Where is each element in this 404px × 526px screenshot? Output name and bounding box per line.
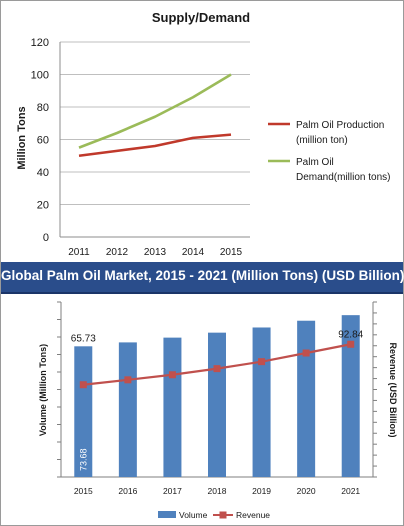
legend-label: Palm Oil Production (million ton) — [296, 120, 384, 146]
y-tick-label: 80 — [37, 102, 49, 114]
chart2-title: Global Palm Oil Market, 2015 - 2021 (Mil… — [1, 268, 404, 283]
y-tick-label: 40 — [37, 167, 49, 179]
legend-label-revenue: Revenue — [236, 510, 270, 520]
x-tick-label: 2021 — [341, 486, 360, 496]
revenue-marker — [213, 365, 221, 373]
y-tick-label: 0 — [43, 232, 49, 244]
x-tick-label: 2012 — [106, 247, 129, 258]
x-tick-label: 2016 — [118, 486, 137, 496]
chart2-title-banner: Global Palm Oil Market, 2015 - 2021 (Mil… — [1, 262, 404, 294]
revenue-marker — [124, 376, 132, 384]
x-tick-label: 2015 — [74, 486, 93, 496]
revenue-marker — [347, 340, 355, 348]
data-label: 73.68 — [78, 448, 88, 471]
revenue-marker — [168, 371, 176, 379]
volume-bar — [74, 346, 93, 477]
series-line-production — [78, 133, 232, 158]
volume-bar — [252, 327, 271, 477]
legend-marker-revenue — [219, 511, 227, 519]
legend-swatch-volume — [158, 511, 176, 518]
volume-bar — [163, 337, 182, 477]
x-tick-label: 2014 — [182, 247, 205, 258]
palm-oil-market-chart: Volume (Million Tons) Revenue (USD Billi… — [38, 301, 398, 520]
volume-bar — [341, 315, 360, 477]
legend-label: Palm Oil Demand(million tons) — [296, 157, 390, 183]
chart1-y-axis-label: Million Tons — [16, 106, 28, 169]
legend-label-volume: Volume — [179, 510, 208, 520]
x-tick-label: 2020 — [297, 486, 316, 496]
volume-bar — [297, 320, 316, 477]
x-tick-label: 2015 — [220, 247, 243, 258]
x-tick-label: 2018 — [208, 486, 227, 496]
chart2-y2-axis-label: Revenue (USD Billion) — [388, 342, 398, 437]
x-tick-label: 2017 — [163, 486, 182, 496]
revenue-marker — [302, 349, 310, 357]
y-tick-label: 120 — [31, 37, 49, 49]
data-label: 92.84 — [338, 329, 363, 340]
chart1-title: Supply/Demand — [152, 10, 250, 25]
data-label: 65.73 — [71, 333, 96, 344]
series-line-demand — [78, 73, 232, 149]
volume-bar — [208, 332, 226, 477]
x-tick-label: 2013 — [144, 247, 167, 258]
y-tick-label: 20 — [37, 200, 49, 212]
supply-demand-chart: Supply/Demand Million Tons 0 20 40 60 80 100 1… — [16, 10, 390, 258]
chart2-y-axis-label: Volume (Million Tons) — [38, 344, 48, 436]
volume-bar — [118, 342, 137, 477]
y-tick-label: 60 — [37, 135, 49, 147]
revenue-marker — [258, 358, 266, 366]
revenue-marker — [79, 381, 87, 389]
y-tick-label: 100 — [31, 70, 49, 82]
x-tick-label: 2019 — [252, 486, 271, 496]
x-tick-label: 2011 — [68, 247, 90, 258]
